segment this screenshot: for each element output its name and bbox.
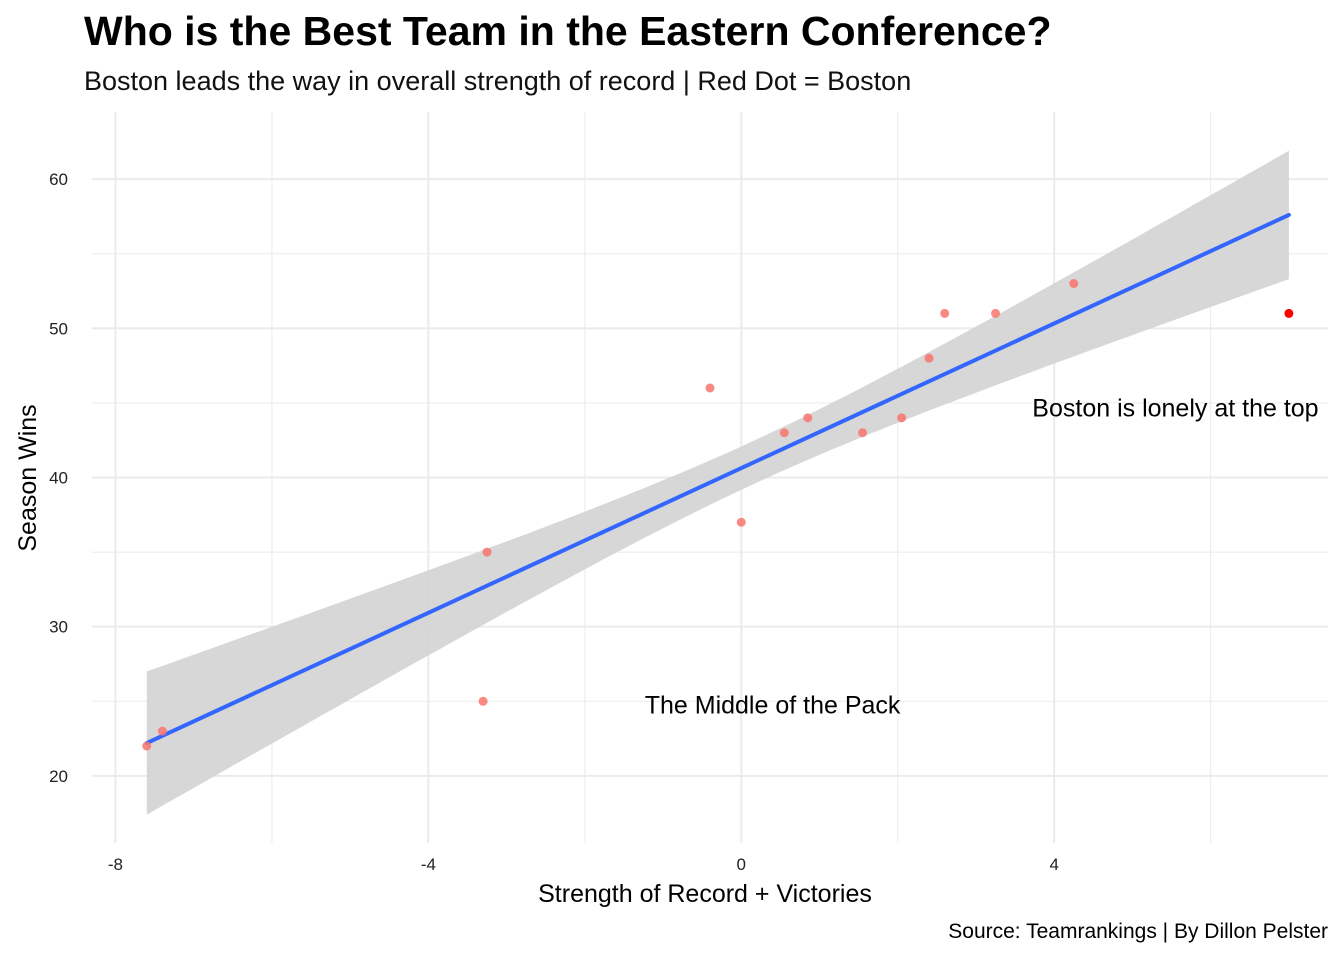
data-point bbox=[897, 413, 907, 423]
data-point bbox=[779, 428, 789, 438]
data-point bbox=[991, 308, 1001, 318]
data-point bbox=[858, 428, 868, 438]
x-axis-label: Strength of Record + Victories bbox=[538, 880, 872, 908]
y-tick-label: 40 bbox=[49, 469, 68, 488]
data-point bbox=[478, 696, 488, 706]
x-tick-label: -8 bbox=[108, 855, 123, 874]
chart-subtitle: Boston leads the way in overall strength… bbox=[84, 66, 912, 96]
annotation-label: The Middle of the Pack bbox=[645, 691, 901, 719]
fit-line-layer bbox=[144, 212, 1291, 746]
confidence-ribbon-layer bbox=[146, 150, 1289, 815]
data-point-boston bbox=[1284, 308, 1294, 318]
y-axis-label: Season Wins bbox=[14, 404, 42, 551]
confidence-ribbon bbox=[146, 150, 1289, 815]
data-point bbox=[482, 547, 492, 557]
annotation-label: Boston is lonely at the top bbox=[1032, 394, 1318, 422]
data-point bbox=[1069, 279, 1079, 289]
data-point bbox=[736, 517, 746, 527]
chart-title: Who is the Best Team in the Eastern Conf… bbox=[84, 8, 1052, 54]
points-layer bbox=[142, 279, 1294, 751]
tick-labels-layer: 20 30 40 50 60 -8 -4 0 4 bbox=[49, 170, 1059, 874]
x-tick-label: -4 bbox=[421, 855, 436, 874]
data-point bbox=[940, 308, 950, 318]
data-point bbox=[157, 726, 167, 736]
data-point bbox=[705, 383, 715, 393]
chart-caption: Source: Teamrankings | By Dillon Pelster bbox=[948, 920, 1328, 943]
x-tick-label: 0 bbox=[737, 855, 746, 874]
data-point bbox=[924, 353, 934, 363]
data-point bbox=[803, 413, 813, 423]
annotations-layer: Boston is lonely at the top The Middle of… bbox=[645, 394, 1319, 719]
x-tick-label: 4 bbox=[1049, 855, 1058, 874]
y-tick-label: 50 bbox=[49, 319, 68, 338]
y-tick-label: 30 bbox=[49, 618, 68, 637]
data-point bbox=[142, 741, 152, 751]
y-tick-label: 60 bbox=[49, 170, 68, 189]
y-tick-label: 20 bbox=[49, 767, 68, 786]
fit-line bbox=[144, 212, 1291, 746]
